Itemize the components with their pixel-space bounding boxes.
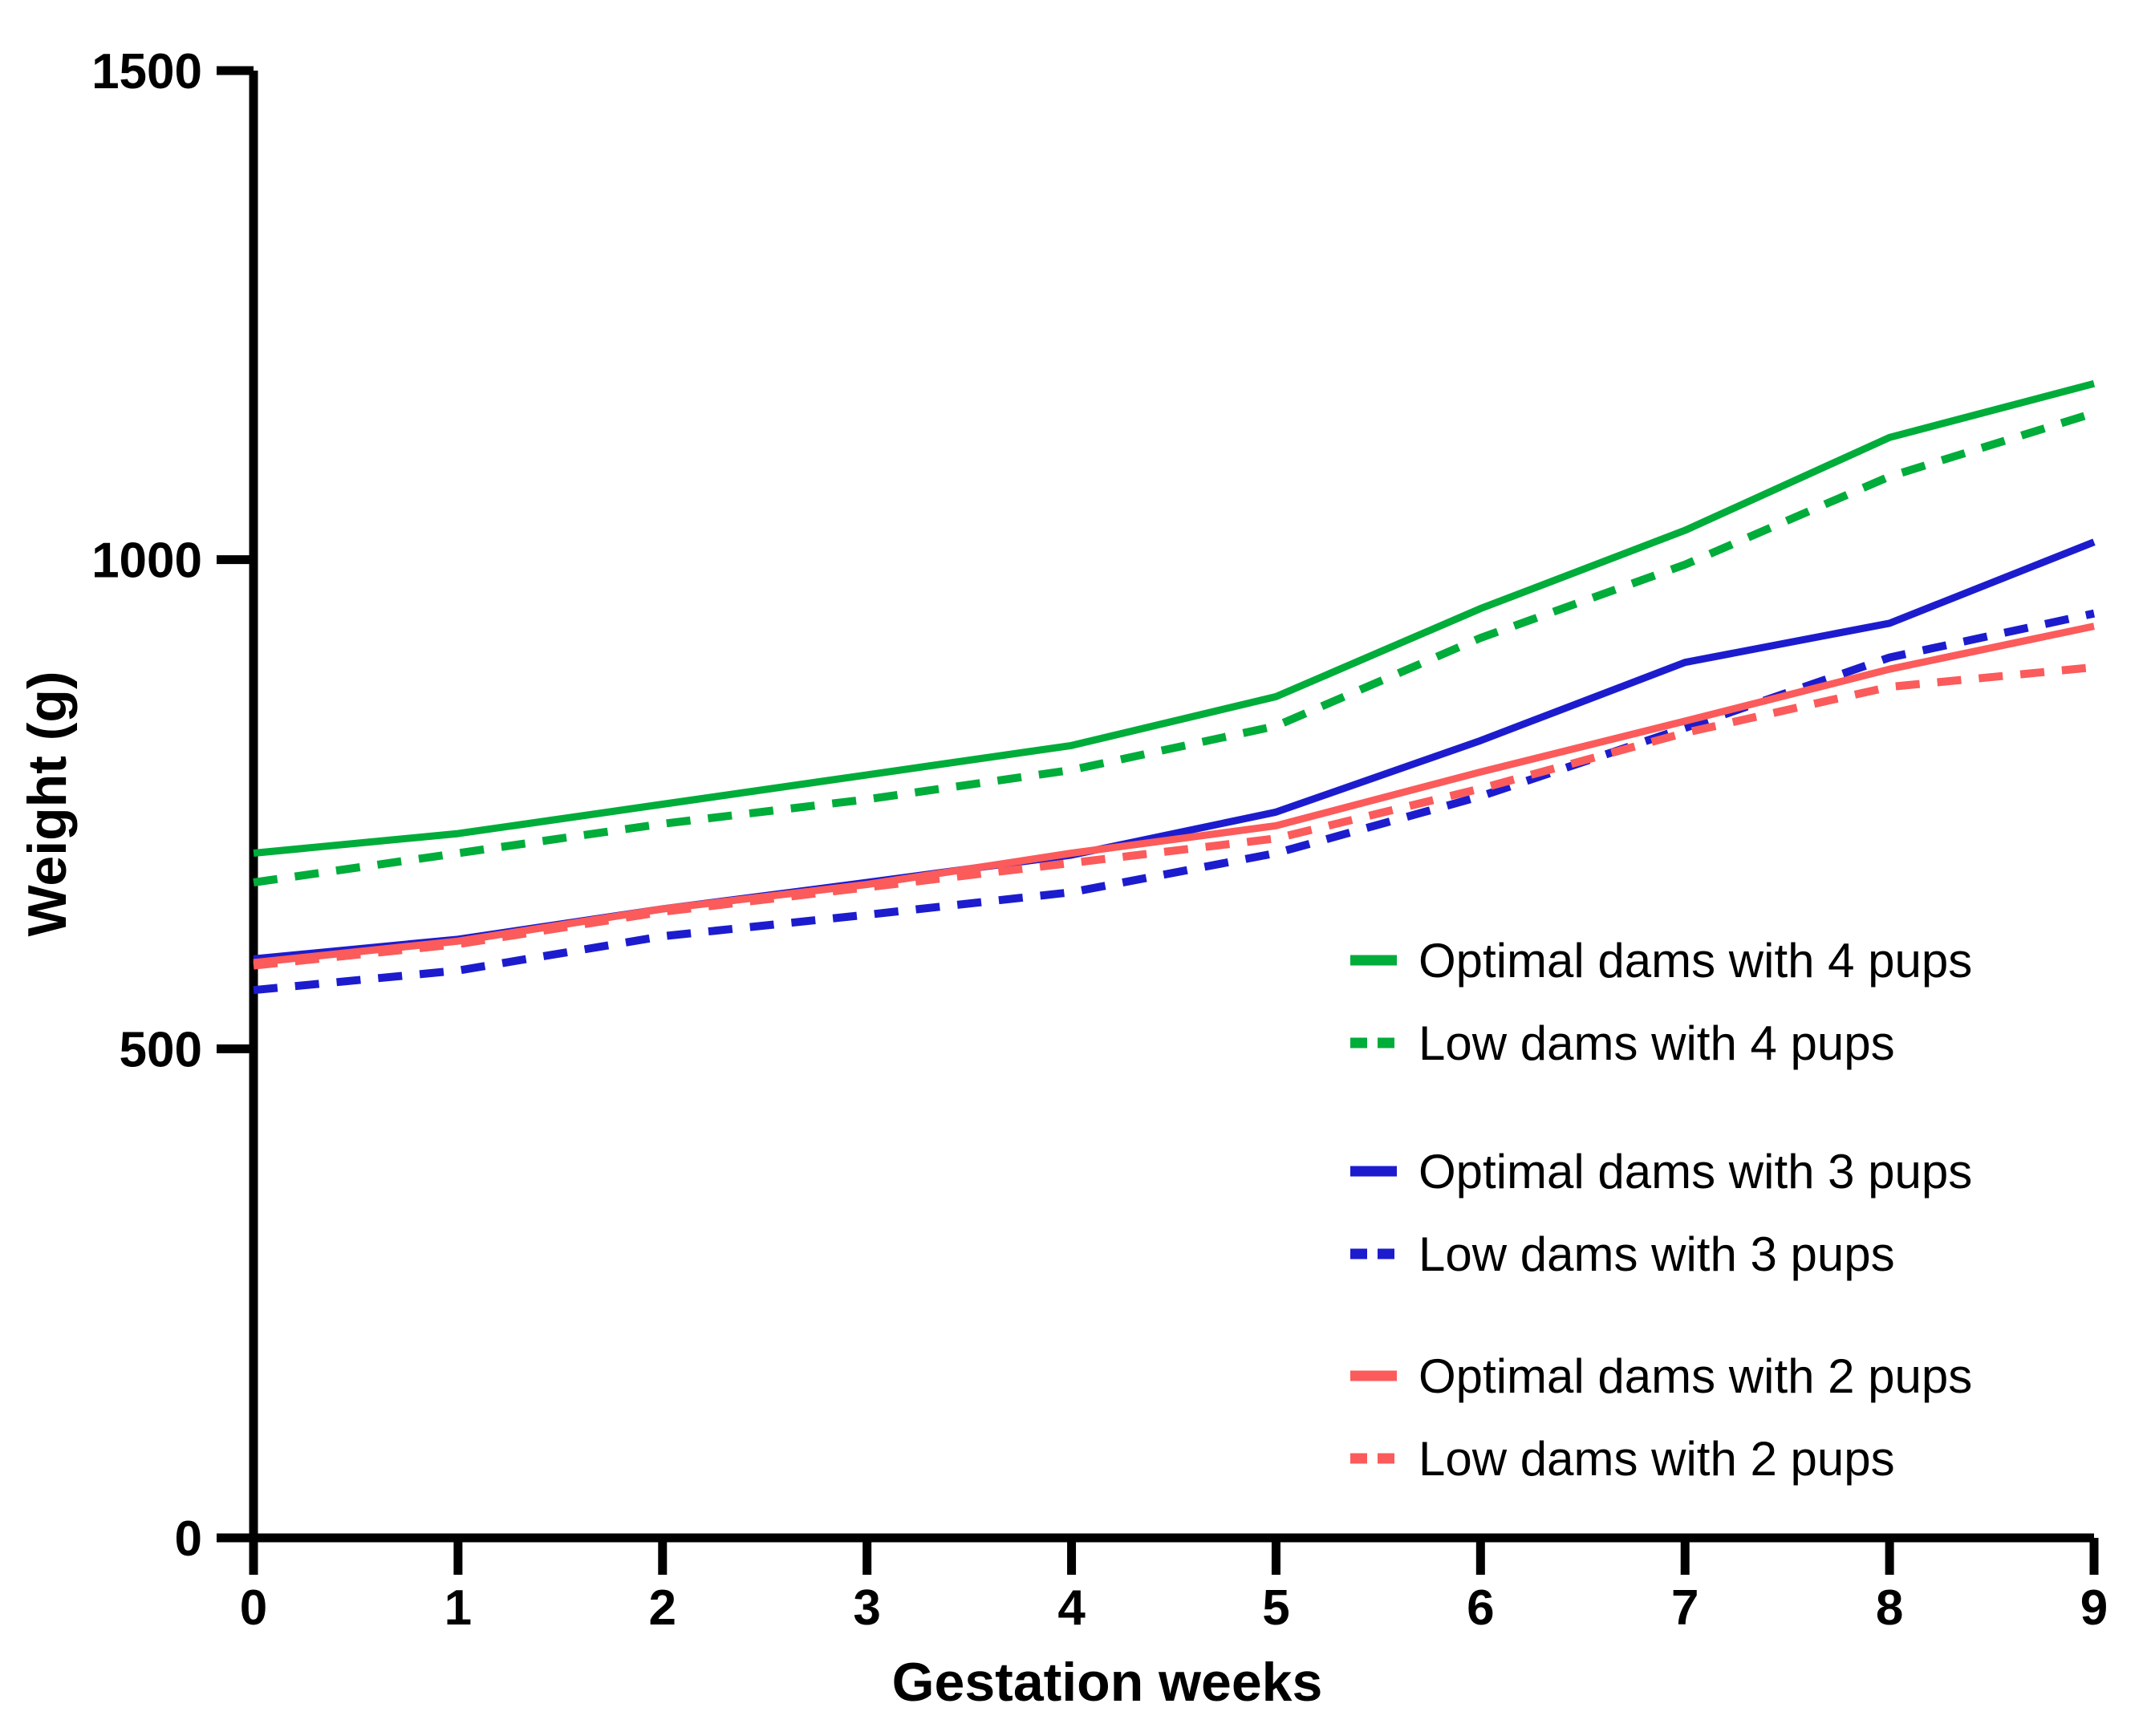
y-axis-tick-label: 500 <box>120 1022 202 1077</box>
series-line-low-dams-with-4-pups <box>253 409 2096 886</box>
legend-label: Optimal dams with 2 pups <box>1418 1349 1972 1403</box>
legend-label: Optimal dams with 3 pups <box>1418 1145 1972 1199</box>
y-axis-tick-label: 0 <box>175 1511 202 1567</box>
x-axis-tick-label: 8 <box>1876 1580 1903 1636</box>
legend-label: Low dams with 4 pups <box>1418 1016 1895 1070</box>
legend-label: Optimal dams with 4 pups <box>1418 934 1972 988</box>
y-axis-tick-label: 1000 <box>91 533 202 589</box>
x-axis-tick-label: 6 <box>1467 1580 1494 1636</box>
x-axis-tick-label: 9 <box>2080 1580 2108 1636</box>
y-axis-title: Weight (g) <box>17 671 78 936</box>
legend: Optimal dams with 4 pups Low dams with 4 … <box>1350 934 1972 1486</box>
axis-frame <box>249 71 2094 1543</box>
series-line-optimal-dams-with-4-pups <box>253 379 2096 857</box>
series-line-low-dams-with-3-pups <box>253 609 2096 995</box>
legend-label: Low dams with 2 pups <box>1418 1432 1895 1486</box>
series-line-low-dams-with-2-pups <box>253 663 2095 970</box>
x-axis-tick-label: 5 <box>1262 1580 1289 1636</box>
x-axis-title: Gestation weeks <box>892 1652 1323 1713</box>
x-axis-tick-label: 4 <box>1057 1580 1086 1636</box>
series-line-optimal-dams-with-2-pups <box>253 623 2095 967</box>
x-axis-tick-label: 2 <box>649 1580 676 1636</box>
x-axis-tick-label: 0 <box>240 1580 267 1636</box>
x-axis-tick-label: 7 <box>1671 1580 1699 1636</box>
data-series <box>253 379 2096 995</box>
axes: 0 500 1000 1500 0 1 2 3 4 5 6 7 8 9 <box>91 44 2108 1636</box>
legend-label: Low dams with 3 pups <box>1418 1227 1895 1281</box>
y-axis-tick-label: 1500 <box>91 44 202 99</box>
x-axis-tick-label: 1 <box>444 1580 472 1636</box>
x-axis-tick-label: 3 <box>853 1580 880 1636</box>
